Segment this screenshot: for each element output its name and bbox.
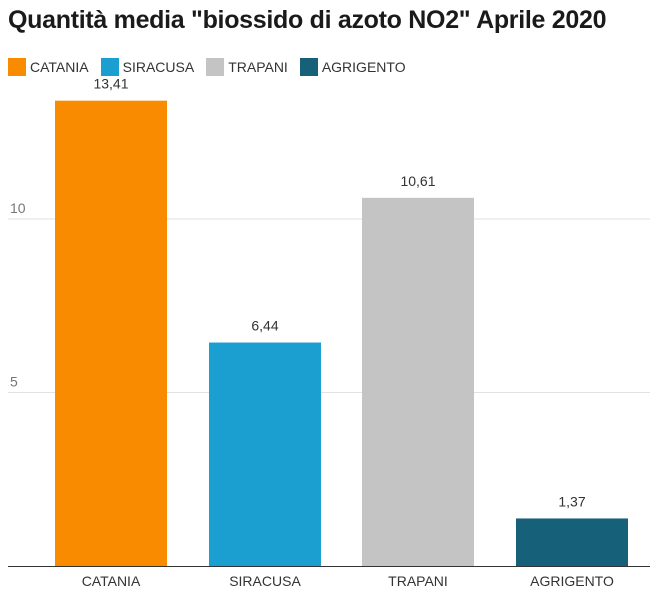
legend-swatch (299, 58, 318, 76)
legend-swatch (8, 58, 26, 76)
legend-label: TRAPANI (228, 59, 288, 75)
legend-item-trapani: TRAPANI (206, 58, 288, 76)
data-label: 6,44 (251, 318, 278, 334)
legend-item-catania: CATANIA (8, 58, 89, 76)
legend-item-siracusa: SIRACUSA (100, 58, 195, 76)
legend-label: SIRACUSA (122, 59, 195, 75)
x-tick-label: CATANIA (82, 573, 141, 589)
x-tick-label: SIRACUSA (229, 573, 301, 589)
bar-agrigento (516, 518, 628, 566)
legend-item-agrigento: AGRIGENTO (299, 58, 406, 76)
data-label: 13,41 (93, 76, 128, 92)
legend-swatch (100, 58, 119, 76)
bar-siracusa (209, 342, 321, 566)
legend-label: AGRIGENTO (321, 59, 406, 75)
x-tick-label: TRAPANI (388, 573, 448, 589)
legend-swatch (206, 58, 225, 76)
bar-catania (55, 100, 167, 566)
x-tick-label: AGRIGENTO (530, 573, 614, 589)
data-label: 1,37 (558, 493, 585, 509)
y-tick-label: 10 (10, 200, 26, 216)
y-tick-label: 5 (10, 374, 18, 390)
legend: CATANIA SIRACUSA TRAPANI AGRIGENTO (8, 58, 418, 76)
legend-label: CATANIA (30, 59, 89, 75)
data-label: 10,61 (400, 173, 435, 189)
chart-title: Quantità media "biossido di azoto NO2" A… (8, 6, 607, 34)
bar-trapani (362, 197, 474, 566)
